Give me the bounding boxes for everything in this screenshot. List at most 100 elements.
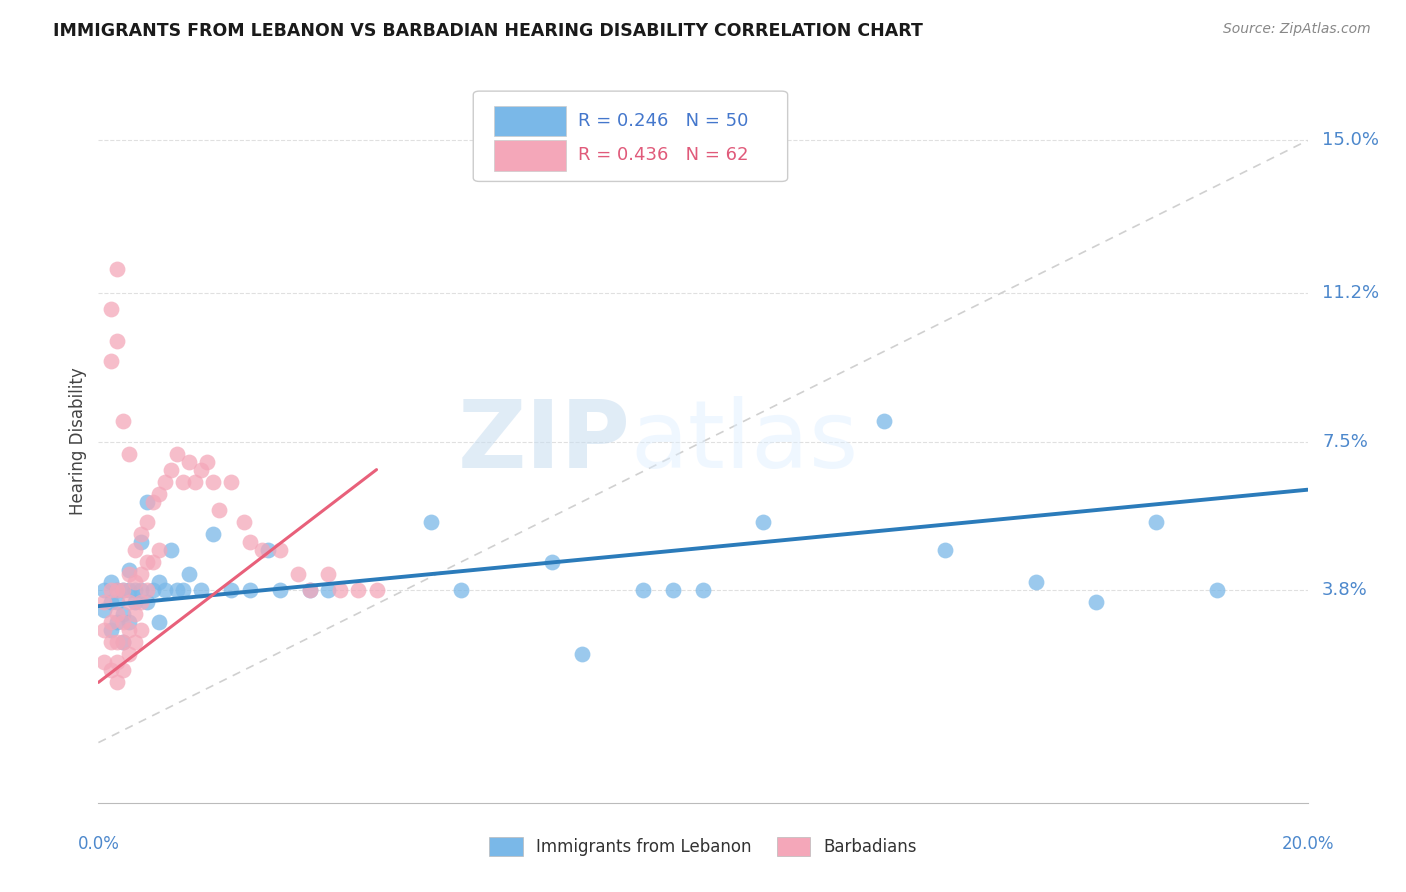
Point xyxy=(148,615,170,630)
Point xyxy=(221,583,243,598)
Text: Source: ZipAtlas.com: Source: ZipAtlas.com xyxy=(1223,22,1371,37)
Point xyxy=(111,583,134,598)
Point xyxy=(752,515,775,529)
Point xyxy=(166,583,188,598)
Point xyxy=(111,615,134,630)
Point xyxy=(172,583,194,598)
Point xyxy=(153,475,176,489)
Point xyxy=(129,534,152,549)
Point xyxy=(129,567,152,582)
Point xyxy=(450,583,472,598)
Point xyxy=(100,635,122,649)
Point xyxy=(111,583,134,598)
Point xyxy=(105,607,128,622)
Point xyxy=(118,623,141,637)
Point xyxy=(148,487,170,501)
FancyBboxPatch shape xyxy=(494,105,567,136)
Point xyxy=(105,615,128,630)
Point xyxy=(135,595,157,609)
Point xyxy=(129,583,152,598)
Point xyxy=(1206,583,1229,598)
Point xyxy=(124,583,146,598)
Point xyxy=(148,574,170,589)
Point xyxy=(93,623,115,637)
Point xyxy=(195,454,218,469)
Point xyxy=(129,526,152,541)
Point xyxy=(105,583,128,598)
Point xyxy=(105,583,128,598)
Point xyxy=(172,475,194,489)
Point xyxy=(934,542,956,557)
Point xyxy=(105,675,128,690)
Point xyxy=(179,454,201,469)
Text: ZIP: ZIP xyxy=(457,395,630,488)
Point xyxy=(93,595,115,609)
Text: R = 0.436   N = 62: R = 0.436 N = 62 xyxy=(578,146,749,164)
Point xyxy=(118,563,141,577)
Point xyxy=(124,595,146,609)
Point xyxy=(118,648,141,662)
Point xyxy=(100,301,122,317)
Point xyxy=(100,664,122,678)
Point xyxy=(571,648,593,662)
Point xyxy=(135,515,157,529)
FancyBboxPatch shape xyxy=(494,140,567,170)
Point xyxy=(111,635,134,649)
Point xyxy=(692,583,714,598)
Point xyxy=(118,567,141,582)
Point xyxy=(100,595,122,609)
Text: IMMIGRANTS FROM LEBANON VS BARBADIAN HEARING DISABILITY CORRELATION CHART: IMMIGRANTS FROM LEBANON VS BARBADIAN HEA… xyxy=(53,22,924,40)
Point xyxy=(299,583,322,598)
Point xyxy=(105,595,128,609)
Point xyxy=(93,603,115,617)
Point xyxy=(329,583,352,598)
Point xyxy=(166,446,188,460)
Text: 11.2%: 11.2% xyxy=(1322,284,1379,302)
Point xyxy=(221,475,243,489)
Point xyxy=(100,623,122,637)
Point xyxy=(135,583,157,598)
Text: 15.0%: 15.0% xyxy=(1322,131,1379,150)
Point xyxy=(142,583,165,598)
Point xyxy=(239,534,262,549)
Point xyxy=(316,567,339,582)
Text: 7.5%: 7.5% xyxy=(1322,433,1368,450)
Point xyxy=(105,262,128,277)
Point xyxy=(153,583,176,598)
Point xyxy=(118,615,141,630)
Text: atlas: atlas xyxy=(630,395,859,488)
Point xyxy=(202,526,225,541)
Point xyxy=(135,494,157,508)
Point xyxy=(208,503,231,517)
Point xyxy=(111,664,134,678)
Point xyxy=(873,414,896,428)
Text: 0.0%: 0.0% xyxy=(77,835,120,853)
Point xyxy=(202,475,225,489)
Point xyxy=(631,583,654,598)
Point xyxy=(105,334,128,348)
Point xyxy=(287,567,309,582)
Point xyxy=(316,583,339,598)
Point xyxy=(190,462,212,476)
Point xyxy=(135,555,157,569)
Point xyxy=(100,354,122,368)
Text: 3.8%: 3.8% xyxy=(1322,581,1368,599)
Point xyxy=(118,446,141,460)
Point xyxy=(1024,574,1046,589)
Point xyxy=(148,542,170,557)
Point xyxy=(93,655,115,669)
Point xyxy=(269,542,291,557)
Text: 20.0%: 20.0% xyxy=(1281,835,1334,853)
Point xyxy=(366,583,388,598)
Point xyxy=(111,607,134,622)
Point xyxy=(142,555,165,569)
Point xyxy=(1085,595,1108,609)
Point xyxy=(239,583,262,598)
Point xyxy=(190,583,212,598)
Point xyxy=(100,574,122,589)
Point xyxy=(160,462,183,476)
Legend: Immigrants from Lebanon, Barbadians: Immigrants from Lebanon, Barbadians xyxy=(482,830,924,863)
Point xyxy=(269,583,291,598)
Point xyxy=(160,542,183,557)
Point xyxy=(124,607,146,622)
